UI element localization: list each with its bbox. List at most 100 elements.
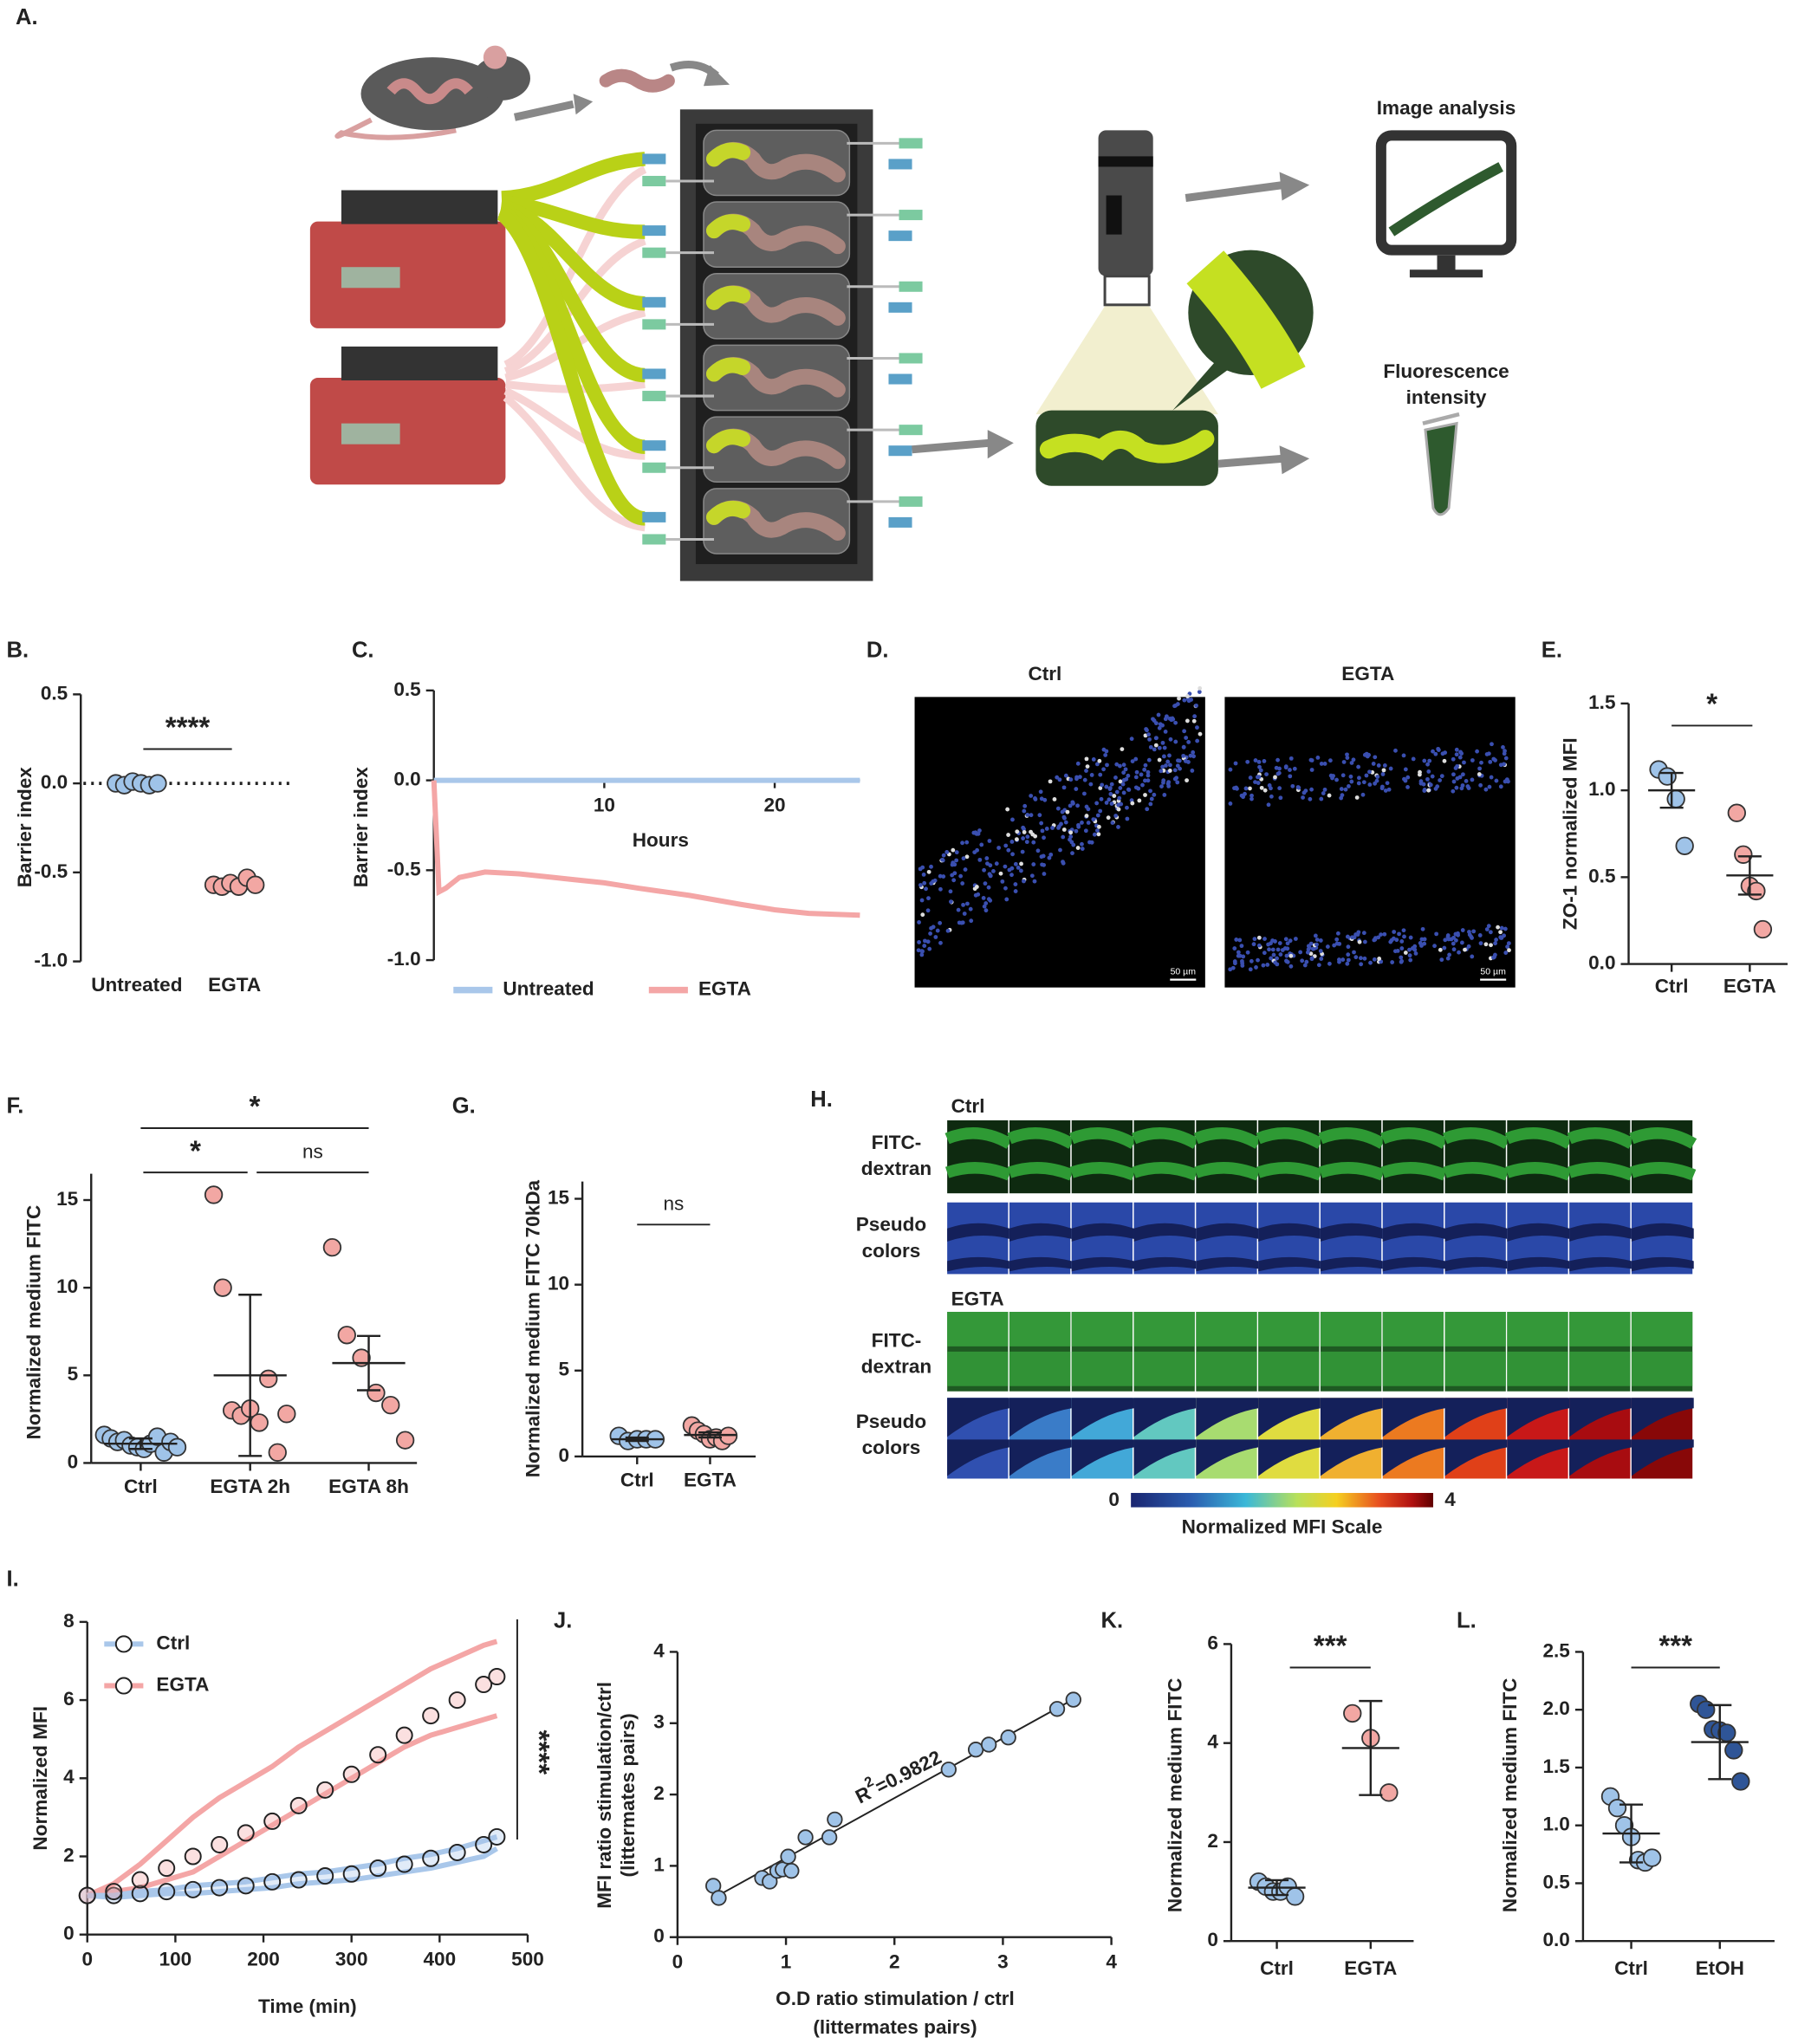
error-bar (625, 1436, 649, 1443)
cell (1239, 944, 1244, 949)
cell (1103, 753, 1108, 757)
x-tick-label: Ctrl (1655, 976, 1689, 997)
arrow-head (573, 94, 594, 115)
x-tick-label: 10 (594, 795, 615, 816)
data-point (369, 1859, 387, 1878)
cell (1367, 769, 1372, 775)
cell (1161, 780, 1165, 785)
cell (1379, 932, 1383, 938)
cell (974, 885, 979, 889)
cell (1167, 769, 1172, 773)
cell (1146, 773, 1151, 778)
cell (1345, 752, 1349, 757)
cell (1376, 935, 1381, 940)
cell (1009, 840, 1015, 844)
cell (1156, 712, 1161, 717)
cell (1385, 781, 1390, 786)
needle (888, 373, 912, 385)
cell (1464, 779, 1469, 783)
mouse-head (472, 55, 530, 101)
cell (1163, 729, 1168, 734)
cell (1438, 778, 1443, 782)
row-label: FITC- (872, 1132, 922, 1153)
tile-tissue (1007, 1127, 1075, 1181)
significance: ns (663, 1193, 684, 1215)
cell (1301, 795, 1305, 800)
cell (1383, 788, 1388, 793)
panel-label: F. (7, 1094, 24, 1119)
data-point (1379, 1783, 1399, 1802)
cell (1296, 785, 1301, 790)
cell (1125, 805, 1129, 810)
cell (1121, 778, 1126, 782)
tile-dark (1133, 1223, 1197, 1272)
cell (1401, 753, 1406, 758)
cell (919, 952, 925, 957)
cell (1108, 792, 1113, 796)
cell (1245, 759, 1250, 764)
label: Image analysis (1377, 97, 1516, 119)
cell (1130, 759, 1135, 764)
cell (1031, 840, 1036, 845)
cell (1505, 944, 1510, 950)
cell (1462, 760, 1466, 765)
legend-marker (114, 1677, 133, 1695)
data-point (148, 774, 167, 793)
cell (1173, 739, 1178, 744)
cell (1033, 834, 1038, 839)
cell (1425, 762, 1430, 767)
cell (1266, 802, 1271, 808)
cell (1106, 815, 1111, 821)
cell (1172, 768, 1178, 773)
cell (1434, 931, 1439, 937)
cell (1160, 740, 1165, 745)
data-point (1697, 1700, 1716, 1719)
panel-label: A. (16, 5, 38, 29)
gut-tip (705, 357, 751, 382)
data-point (967, 1742, 984, 1758)
cell (1274, 765, 1279, 770)
cell (1477, 933, 1483, 938)
y-tick-label: 0 (63, 1923, 75, 1944)
cell (1113, 775, 1118, 780)
x-tick-label: 100 (159, 1949, 192, 1970)
cell (1157, 725, 1162, 730)
cell (1252, 937, 1257, 942)
gut-tip (705, 285, 751, 310)
cell (1256, 759, 1262, 764)
tile-tissue (1318, 1127, 1386, 1181)
tile-dark (1009, 1398, 1072, 1476)
cell (1319, 762, 1324, 766)
y-tick-label: 15 (548, 1186, 569, 1208)
cell (1015, 829, 1020, 834)
cell (1393, 748, 1398, 753)
tile-tissue (1133, 1312, 1195, 1346)
cell (1188, 753, 1193, 758)
y-axis-label: ZO-1 normalized MFI (1559, 737, 1581, 930)
cell (973, 892, 978, 898)
cell (1061, 834, 1066, 840)
cell (920, 949, 925, 954)
tile-tissue (1380, 1127, 1448, 1181)
cell (1191, 718, 1197, 724)
cell (1113, 814, 1119, 818)
cell (1061, 785, 1067, 790)
cell (1327, 961, 1332, 966)
cell (1507, 948, 1511, 953)
y-tick-label: 5 (559, 1359, 570, 1380)
data-point (1666, 789, 1685, 808)
cell (1084, 804, 1089, 809)
y-tick-label: 1.5 (1543, 1755, 1570, 1777)
cell (1181, 745, 1186, 749)
cell (1304, 959, 1309, 964)
x-tick-label: 0 (672, 1951, 684, 1973)
replicate-line (86, 1638, 498, 1898)
row-label: dextran (861, 1356, 931, 1378)
cell (1489, 775, 1494, 780)
cell (1098, 772, 1103, 777)
cell (969, 918, 974, 924)
tile-tissue (1442, 1127, 1510, 1181)
pump-top (341, 190, 498, 224)
label: Fluorescence (1383, 360, 1509, 382)
cell (996, 846, 1001, 850)
